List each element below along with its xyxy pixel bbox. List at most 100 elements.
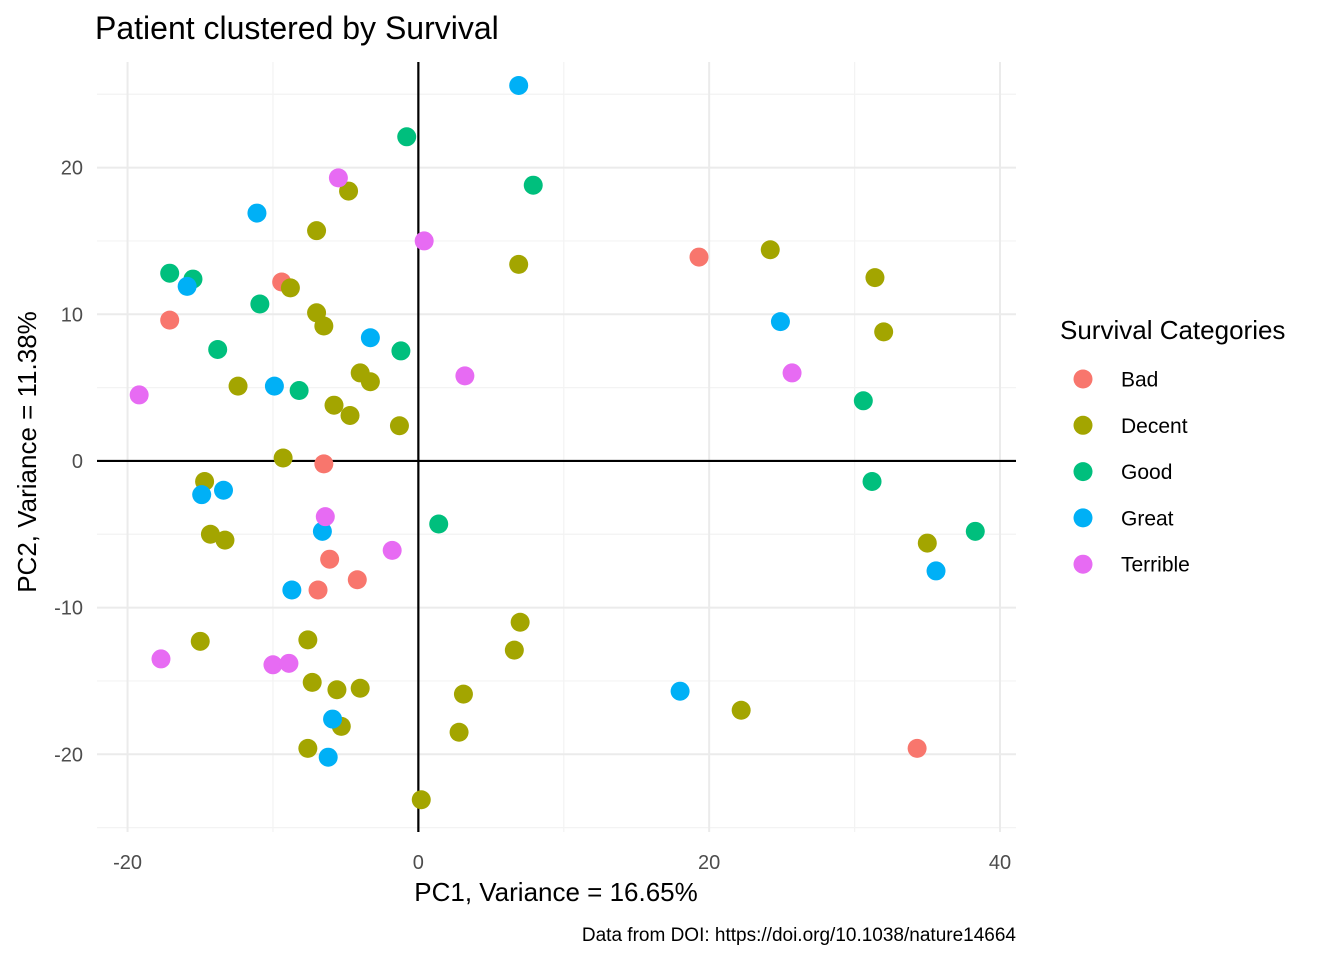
point-decent bbox=[510, 612, 530, 632]
legend-key-great bbox=[1073, 508, 1093, 528]
point-decent bbox=[324, 395, 344, 415]
point-good bbox=[289, 381, 309, 401]
x-tick-label: 20 bbox=[698, 852, 720, 874]
point-terrible bbox=[151, 649, 171, 669]
chart-caption: Data from DOI: https://doi.org/10.1038/n… bbox=[582, 925, 1017, 946]
legend-key-terrible bbox=[1073, 554, 1093, 574]
y-tick-label: 20 bbox=[61, 158, 83, 180]
zero-lines bbox=[97, 62, 1016, 832]
point-decent bbox=[340, 405, 360, 425]
legend-label-decent: Decent bbox=[1121, 415, 1188, 438]
point-good bbox=[523, 175, 543, 195]
point-terrible bbox=[782, 363, 802, 383]
x-tick-label: 40 bbox=[989, 852, 1011, 874]
point-decent bbox=[339, 181, 359, 201]
legend-item-decent: Decent bbox=[1073, 415, 1188, 438]
point-decent bbox=[504, 640, 524, 660]
point-decent bbox=[449, 722, 469, 742]
point-bad bbox=[320, 549, 340, 569]
legend-key-decent bbox=[1073, 415, 1093, 435]
x-tick-label: -20 bbox=[113, 852, 142, 874]
legend-item-good: Good bbox=[1073, 461, 1172, 484]
legend-key-bad bbox=[1073, 369, 1093, 389]
point-bad bbox=[689, 247, 709, 267]
point-decent bbox=[917, 533, 937, 553]
point-great bbox=[247, 203, 267, 223]
point-great bbox=[177, 276, 197, 296]
point-bad bbox=[308, 580, 328, 600]
point-great bbox=[926, 561, 946, 581]
x-tick-label: 0 bbox=[413, 852, 424, 874]
point-decent bbox=[360, 372, 380, 392]
point-terrible bbox=[129, 385, 149, 405]
point-terrible bbox=[414, 231, 434, 251]
point-decent bbox=[298, 738, 318, 758]
point-decent bbox=[314, 316, 334, 336]
point-decent bbox=[874, 322, 894, 342]
point-decent bbox=[453, 684, 473, 704]
point-decent bbox=[302, 672, 322, 692]
legend-item-bad: Bad bbox=[1073, 369, 1158, 392]
point-decent bbox=[280, 278, 300, 298]
point-good bbox=[397, 127, 417, 147]
point-decent bbox=[760, 240, 780, 260]
point-terrible bbox=[455, 366, 475, 386]
point-decent bbox=[327, 680, 347, 700]
legend-label-great: Great bbox=[1121, 507, 1174, 530]
point-terrible bbox=[328, 168, 348, 188]
point-bad bbox=[314, 454, 334, 474]
point-great bbox=[509, 75, 529, 95]
point-great bbox=[192, 485, 212, 505]
point-great bbox=[282, 580, 302, 600]
point-terrible bbox=[382, 540, 402, 560]
point-decent bbox=[200, 524, 220, 544]
point-good bbox=[250, 294, 270, 314]
point-decent bbox=[865, 268, 885, 288]
y-tick-label: -10 bbox=[54, 598, 83, 620]
point-decent bbox=[273, 448, 293, 468]
chart-title: Patient clustered by Survival bbox=[95, 10, 499, 46]
point-bad bbox=[907, 738, 927, 758]
legend-key-good bbox=[1073, 462, 1093, 482]
point-decent bbox=[190, 631, 210, 651]
point-terrible bbox=[315, 507, 335, 527]
point-good bbox=[853, 391, 873, 411]
y-tick-label: 0 bbox=[72, 451, 83, 473]
point-decent bbox=[307, 221, 327, 241]
point-bad bbox=[347, 570, 367, 590]
data-points bbox=[129, 75, 985, 810]
legend-label-bad: Bad bbox=[1121, 369, 1158, 392]
point-decent bbox=[731, 700, 751, 720]
point-decent bbox=[411, 790, 431, 810]
y-tick-label: 10 bbox=[61, 304, 83, 326]
point-decent bbox=[389, 416, 409, 436]
y-tick-label: -20 bbox=[54, 744, 83, 766]
point-good bbox=[965, 521, 985, 541]
grid bbox=[97, 62, 1016, 832]
point-decent bbox=[509, 254, 529, 274]
point-great bbox=[318, 747, 338, 767]
point-great bbox=[312, 521, 332, 541]
point-great bbox=[264, 376, 284, 396]
point-great bbox=[214, 480, 234, 500]
point-good bbox=[391, 341, 411, 361]
point-decent bbox=[215, 530, 235, 550]
legend: Survival Categories Bad Decent Good Great Te… bbox=[1060, 315, 1285, 577]
point-great bbox=[323, 709, 343, 729]
legend-item-terrible: Terrible bbox=[1073, 554, 1190, 577]
point-great bbox=[360, 328, 380, 348]
point-decent bbox=[228, 376, 248, 396]
legend-label-good: Good bbox=[1121, 461, 1172, 484]
point-decent bbox=[298, 630, 318, 650]
point-good bbox=[862, 471, 882, 491]
y-axis-label: PC2, Variance = 11.38% bbox=[12, 311, 42, 593]
x-axis-label: PC1, Variance = 16.65% bbox=[414, 877, 698, 907]
point-terrible bbox=[279, 653, 299, 673]
point-great bbox=[670, 681, 690, 701]
point-bad bbox=[160, 310, 180, 330]
y-tick-labels: -20 -10 0 10 20 bbox=[54, 158, 83, 767]
point-good bbox=[429, 514, 449, 534]
point-good bbox=[160, 263, 180, 283]
point-good bbox=[208, 339, 228, 359]
